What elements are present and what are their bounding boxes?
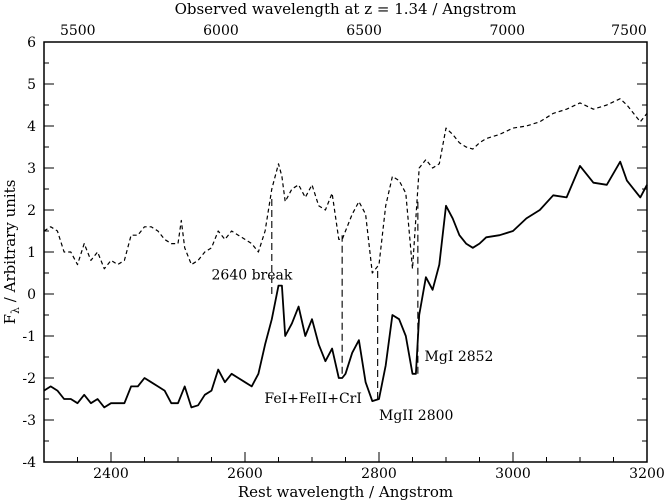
y-tick-label: 5 — [27, 77, 36, 93]
y-tick-label: 6 — [27, 35, 36, 51]
y-tick-label: -1 — [22, 329, 36, 345]
y-axis-title-sub: λ — [9, 307, 22, 314]
y-axis-title-main: F — [1, 314, 19, 324]
tick-marks — [43, 41, 648, 463]
feature-annotation: FeI+FeII+CrI — [264, 391, 361, 407]
y-tick-label: -2 — [22, 371, 36, 387]
x-tick-label: 2400 — [93, 466, 129, 482]
annotation-group: 2640 break FeI+FeII+CrI MgII 2800 MgI 2852 — [212, 267, 494, 424]
top-axis-title: Observed wavelength at z = 1.34 / Angstr… — [175, 0, 517, 18]
feature-annotation: MgII 2800 — [379, 408, 453, 424]
series-group — [43, 98, 648, 409]
feature-annotation: MgI 2852 — [425, 349, 494, 365]
tick-labels: 2400 2600 2800 3000 3200 -4 -3 -2 -1 0 1 2 3 4 5 6 5500 6… — [22, 23, 664, 482]
y-tick-label: 1 — [27, 245, 36, 261]
observed-spectrum-line — [43, 98, 648, 274]
top-tick-label: 6000 — [203, 23, 239, 39]
line-guides — [271, 197, 419, 399]
x-tick-label: 2600 — [227, 466, 263, 482]
x-tick-label: 3000 — [495, 466, 531, 482]
model-spectrum-line — [43, 160, 648, 409]
top-tick-label: 7500 — [611, 23, 647, 39]
top-tick-label: 7000 — [489, 23, 525, 39]
y-tick-label: 0 — [27, 287, 36, 303]
y-tick-label: 3 — [27, 161, 36, 177]
y-axis-title-rest: / Arbitrary units — [1, 180, 19, 307]
y-tick-label: -3 — [22, 413, 36, 429]
y-tick-label: 4 — [27, 119, 36, 135]
x-axis-title: Rest wavelength / Angstrom — [238, 483, 453, 501]
x-tick-label: 2800 — [361, 466, 397, 482]
feature-annotation: 2640 break — [212, 267, 293, 283]
y-tick-label: -4 — [22, 455, 36, 471]
y-axis-title: Fλ / Arbitrary units — [1, 180, 22, 325]
y-tick-label: 2 — [27, 203, 36, 219]
top-tick-label: 6500 — [346, 23, 382, 39]
x-tick-label: 3200 — [629, 466, 664, 482]
top-tick-label: 5500 — [60, 23, 96, 39]
